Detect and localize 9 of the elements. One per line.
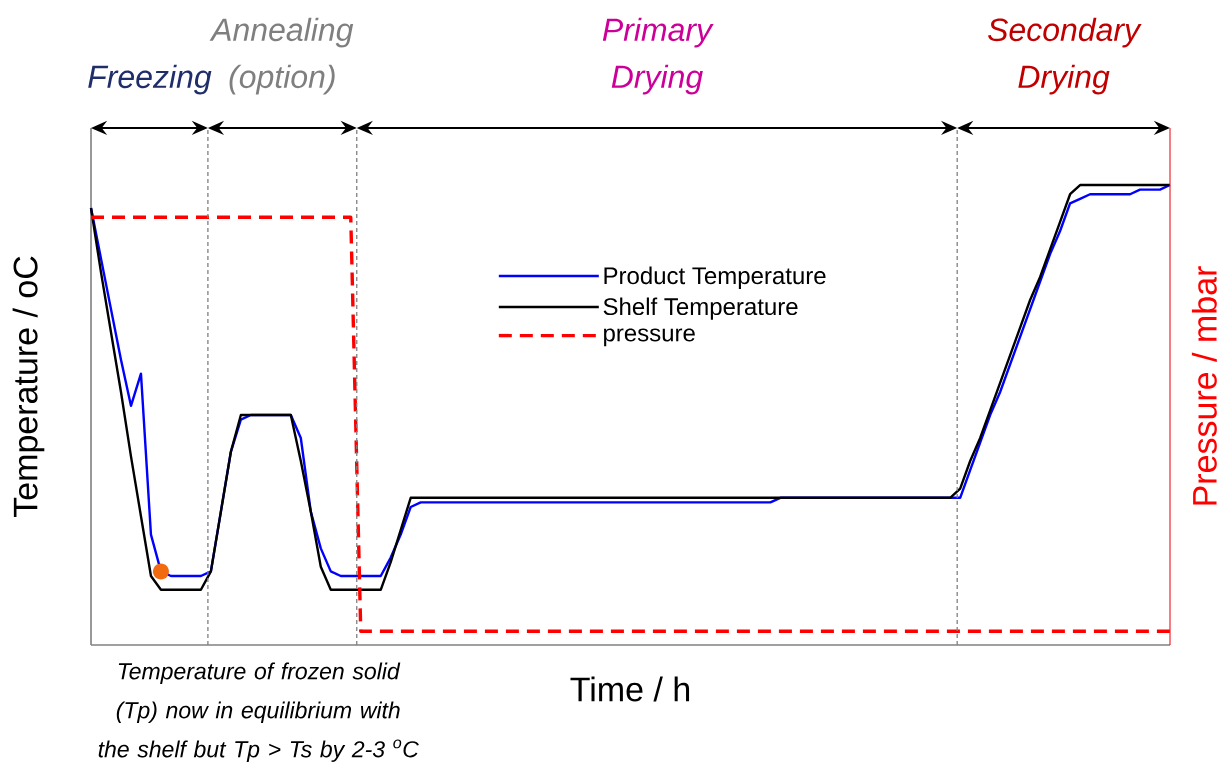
y-axis-title: Temperature / oC bbox=[12, 256, 45, 518]
text: Primary Drying bbox=[602, 17, 714, 95]
legend-label: Product Temperature bbox=[604, 266, 826, 289]
text: Temperature of frozen solid (Tp) now in equilibrium with the shelf but Tp > Ts by 2-3 $^{o}$C bbox=[98, 662, 419, 762]
text: Secondary Drying bbox=[988, 17, 1142, 95]
legend-label: pressure bbox=[604, 328, 695, 347]
y2-axis-title: Pressure / mbar bbox=[1191, 266, 1217, 505]
x-axis-title: Time / h bbox=[570, 676, 690, 702]
legend-label: Shelf Temperature bbox=[603, 297, 798, 320]
